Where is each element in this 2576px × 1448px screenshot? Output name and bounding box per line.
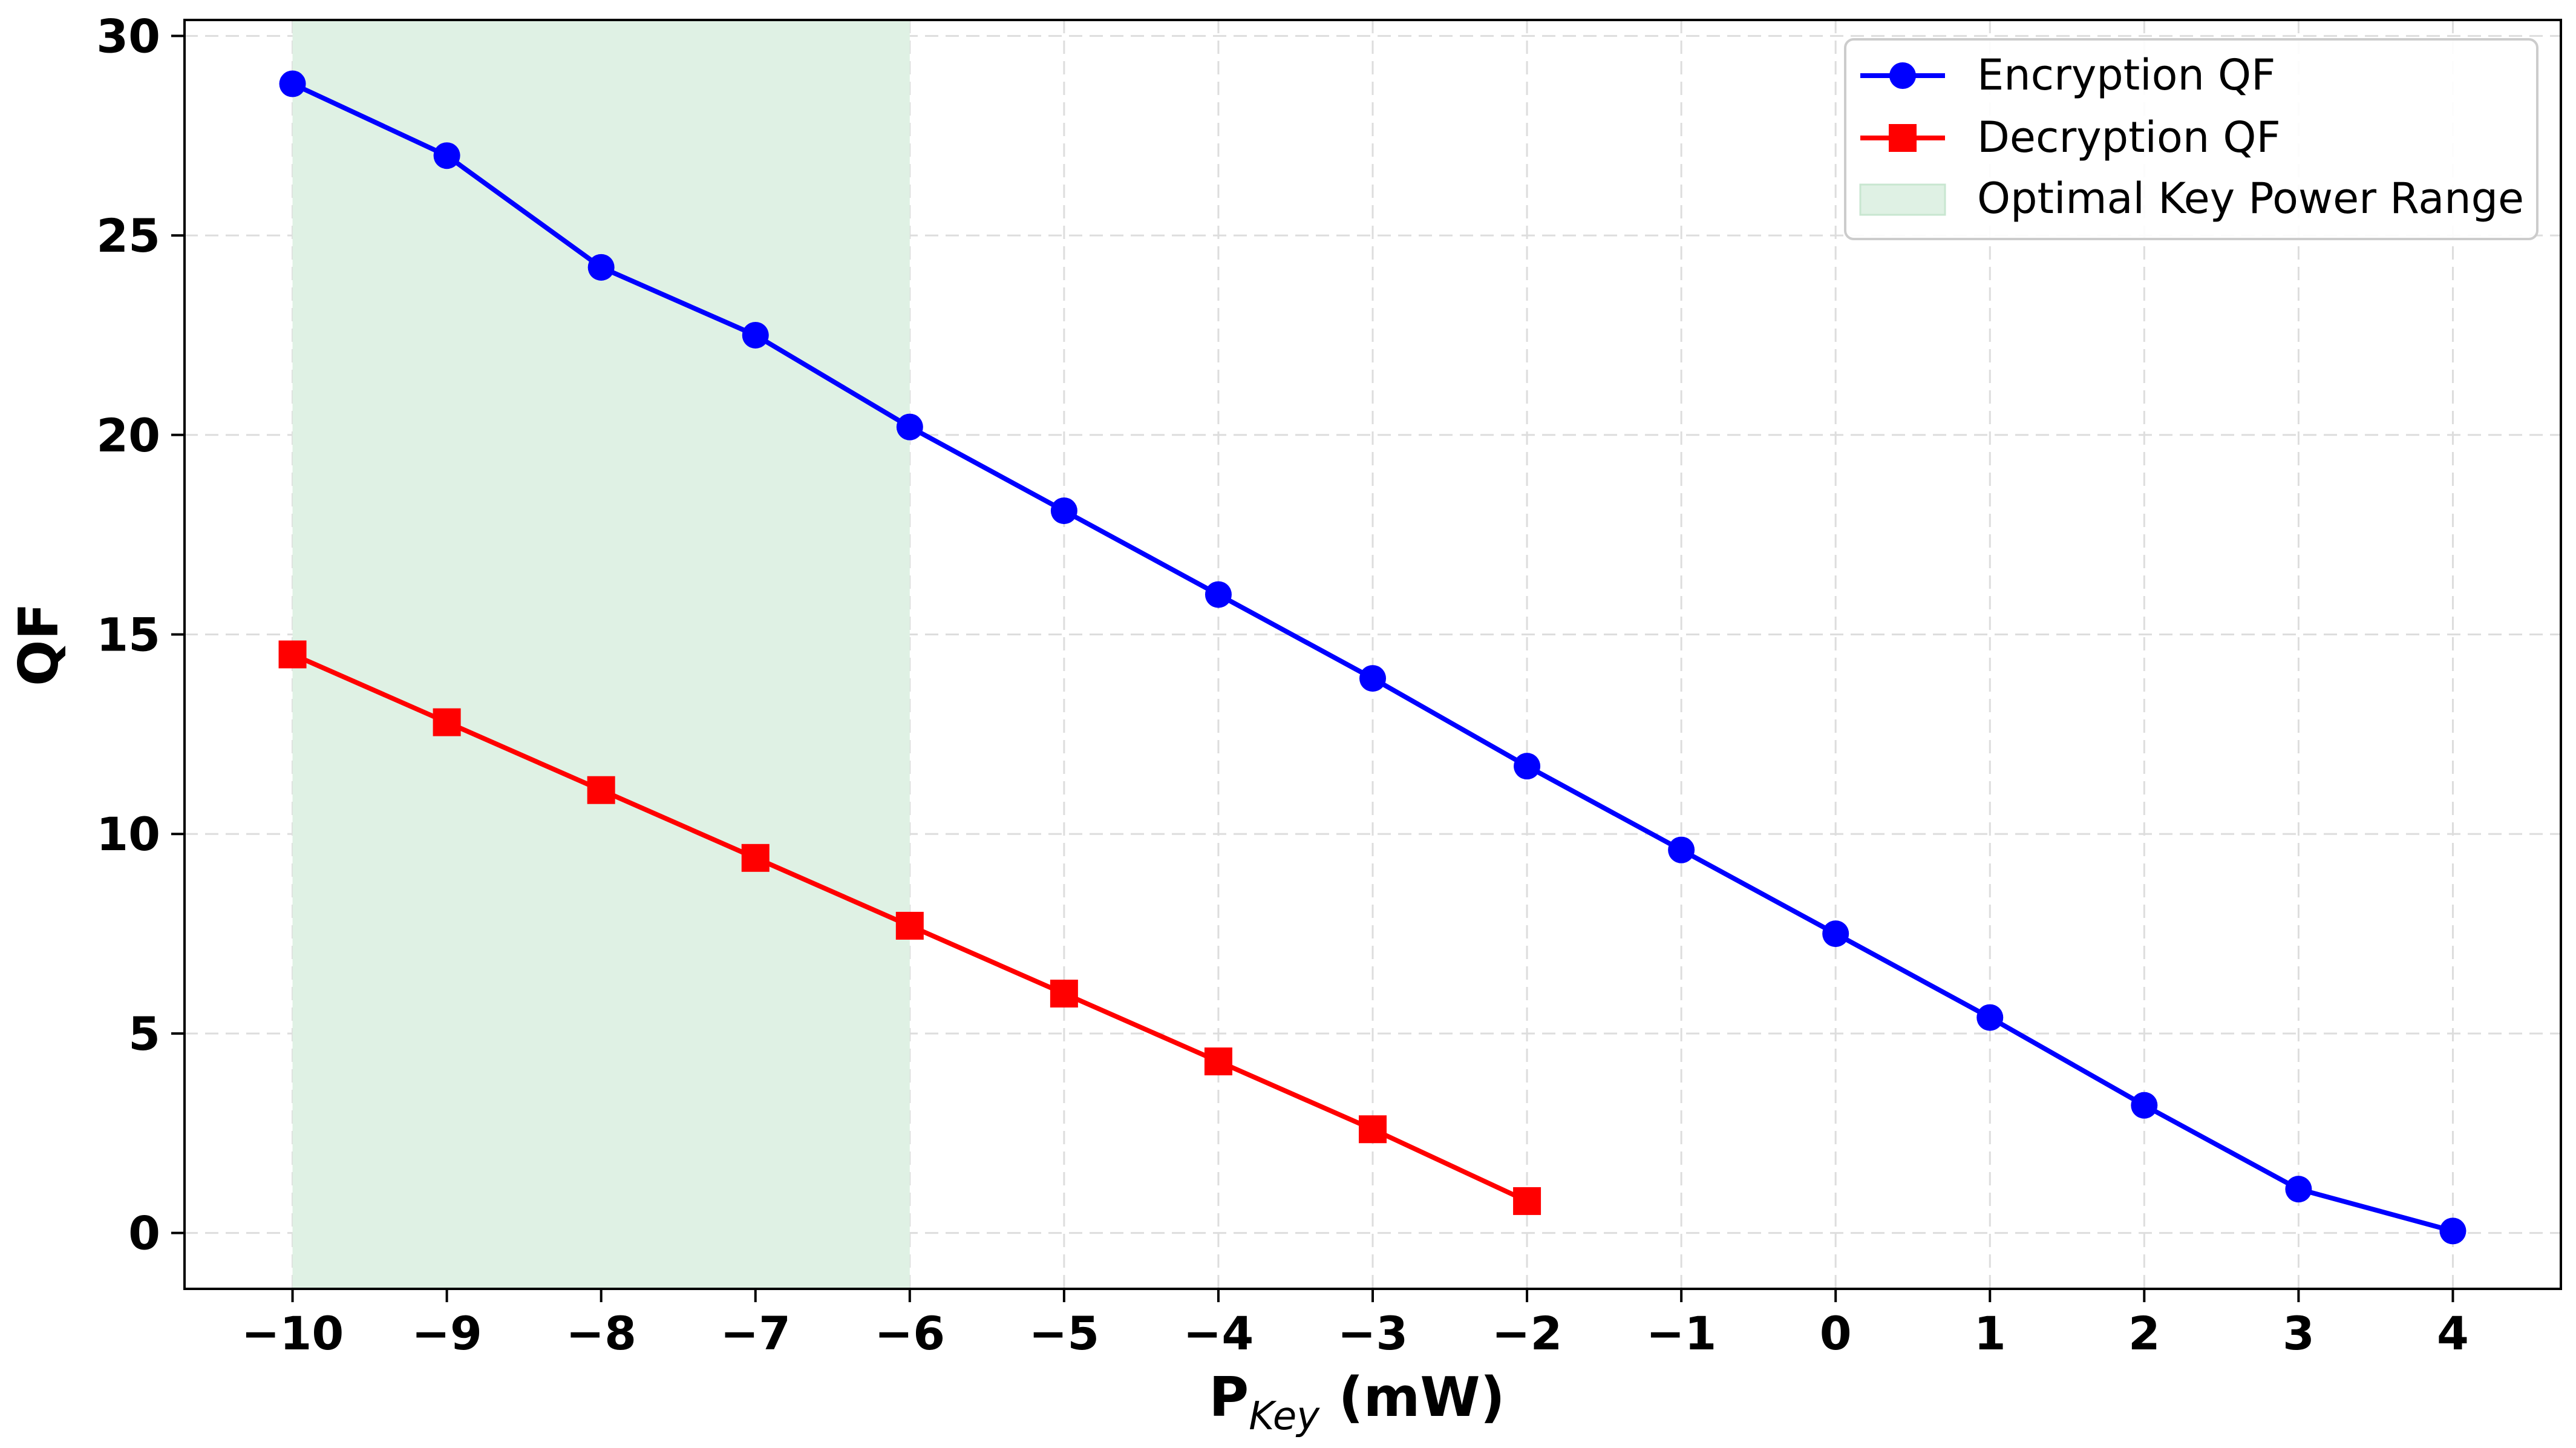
x-tick-label: −8 [566,1306,636,1360]
data-point-encryption-qf [1668,836,1695,863]
y-tick-label: 15 [96,608,160,662]
legend-label-encryption: Encryption QF [1977,50,2275,100]
data-point-decryption-qf [1204,1047,1232,1076]
data-point-encryption-qf [279,70,306,97]
y-axis-ticks: 0 5 10 15 20 25 30 [96,9,185,1260]
data-point-encryption-qf [433,142,460,169]
x-axis-ticks: −10 −9 −8 −7 −6 −5 −4 −3 −2 −1 0 1 2 3 4 [241,1289,2469,1360]
data-point-decryption-qf [1513,1187,1541,1215]
legend-frame [1844,38,2538,240]
data-point-encryption-qf [2131,1092,2158,1119]
y-tick-label: 10 [96,807,160,861]
x-tick-label: −10 [241,1306,344,1360]
data-point-decryption-qf [741,844,770,872]
data-point-decryption-qf [1050,980,1078,1008]
x-axis-label: PKey (mW) [1209,1366,1505,1439]
x-tick-label: −4 [1183,1306,1254,1360]
data-point-encryption-qf [1976,1004,2004,1031]
x-axis-label-main: P [1209,1366,1249,1429]
y-tick-label: 20 [96,408,160,462]
legend-marker-encryption [1889,62,1916,89]
x-tick-label: 3 [2283,1306,2315,1360]
x-tick-label: 4 [2437,1306,2469,1360]
x-tick-label: 0 [1820,1306,1852,1360]
data-point-decryption-qf [433,708,461,736]
legend-label-decryption: Decryption QF [1977,113,2281,162]
data-point-encryption-qf [587,254,615,281]
series-layer [278,70,2466,1245]
data-point-encryption-qf [742,321,769,349]
x-tick-label: −9 [411,1306,482,1360]
y-tick-label: 30 [96,9,160,63]
data-point-encryption-qf [1205,581,1232,608]
data-point-encryption-qf [1514,753,1541,780]
x-tick-label: −2 [1492,1306,1563,1360]
y-axis-label: QF [7,603,71,686]
optimal-range-shading [292,20,910,1289]
data-point-encryption-qf [1822,920,1849,948]
x-tick-label: −5 [1029,1306,1100,1360]
data-point-encryption-qf [2439,1217,2466,1245]
x-tick-label: 2 [2128,1306,2160,1360]
legend: Encryption QF Decryption QF Optimal Key … [1844,38,2538,240]
data-point-decryption-qf [278,640,307,669]
x-axis-label-subscript: Key [1249,1394,1320,1439]
data-point-decryption-qf [587,776,615,804]
data-point-encryption-qf [896,413,923,441]
data-point-decryption-qf [895,911,924,940]
data-point-encryption-qf [1359,665,1386,692]
x-tick-label: −6 [875,1306,946,1360]
x-tick-label: 1 [1974,1306,2006,1360]
x-tick-label: −7 [720,1306,791,1360]
x-tick-label: −1 [1646,1306,1717,1360]
data-point-encryption-qf [2285,1176,2312,1203]
y-tick-label: 25 [96,209,160,263]
legend-patch-optimal-range [1859,183,1946,216]
x-tick-label: −3 [1338,1306,1408,1360]
legend-label-optimal-range: Optimal Key Power Range [1977,174,2524,223]
y-tick-label: 0 [128,1207,160,1260]
data-point-encryption-qf [1050,497,1077,525]
data-point-decryption-qf [1359,1115,1387,1144]
x-axis-label-suffix: (mW) [1319,1366,1505,1429]
legend-marker-decryption [1889,124,1917,152]
y-tick-label: 5 [128,1007,160,1061]
